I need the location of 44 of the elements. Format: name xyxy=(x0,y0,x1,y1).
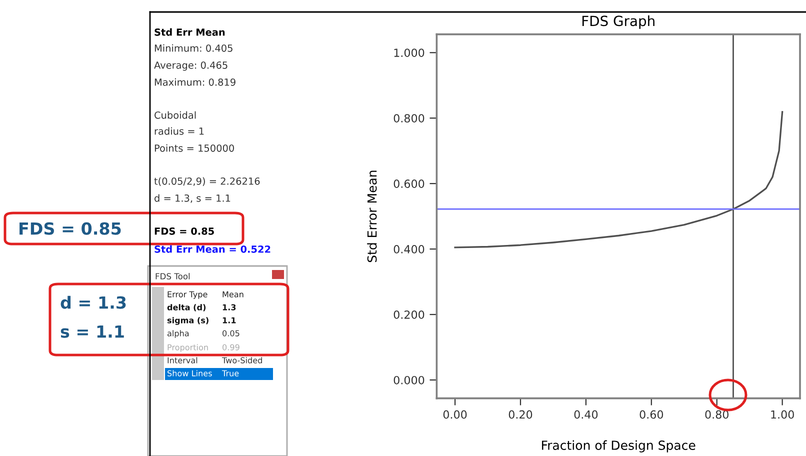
text: delta (d) xyxy=(167,304,206,312)
x-tick-label: 0.40 xyxy=(574,410,598,419)
text: Std Err Mean = 0.522 xyxy=(154,245,270,253)
text: alpha xyxy=(167,330,189,338)
chart-title: FDS Graph xyxy=(582,15,654,29)
text: FDS = 0.85 xyxy=(154,227,214,235)
text: Mean xyxy=(222,291,244,298)
x-axis-title: Fraction of Design Space xyxy=(542,440,696,452)
text: s = 1.1 xyxy=(60,325,124,338)
text: Interval xyxy=(168,357,198,364)
text: 1.3 xyxy=(222,304,236,310)
text: Show Lines xyxy=(168,370,212,376)
text: Std Err Mean xyxy=(154,28,225,36)
y-tick-label: 0.000 xyxy=(394,376,424,384)
text: d = 1.3 xyxy=(60,296,126,309)
y-tick-label: 1.000 xyxy=(394,48,424,58)
text: sigma (s) xyxy=(167,317,208,325)
text: 0.05 xyxy=(222,330,240,336)
x-tick-label: 0.60 xyxy=(640,410,664,419)
text: Points = 150000 xyxy=(154,144,234,152)
text: d = 1.3, s = 1.1 xyxy=(154,194,230,203)
text: Error Type xyxy=(168,291,208,299)
text: 0.99 xyxy=(222,344,240,350)
x-tick-label: 0.00 xyxy=(443,410,467,419)
text: Two-Sided xyxy=(222,357,262,364)
x-tick-label: 1.00 xyxy=(771,410,794,419)
text: FDS = 0.85 xyxy=(20,222,121,235)
y-axis-title: Std Error Mean xyxy=(367,170,377,262)
text: Average: 0.465 xyxy=(154,61,228,71)
text: Proportion xyxy=(168,344,208,352)
text: 1.1 xyxy=(222,317,236,324)
text: Cuboidal xyxy=(154,111,196,119)
text: True xyxy=(222,370,239,376)
y-tick-label: 0.600 xyxy=(394,180,424,188)
text: FDS Tool xyxy=(156,272,190,280)
text: radius = 1 xyxy=(154,127,204,135)
x-tick-label: 0.20 xyxy=(508,410,532,419)
y-tick-label: 0.200 xyxy=(394,310,424,319)
x-tick-label: 0.80 xyxy=(705,410,728,419)
text: Minimum: 0.405 xyxy=(154,44,232,52)
y-tick-label: 0.400 xyxy=(394,245,424,254)
y-tick-label: 0.800 xyxy=(394,114,424,122)
text: Maximum: 0.819 xyxy=(154,78,236,86)
text: t(0.05/2,9) = 2.26216 xyxy=(154,177,260,186)
